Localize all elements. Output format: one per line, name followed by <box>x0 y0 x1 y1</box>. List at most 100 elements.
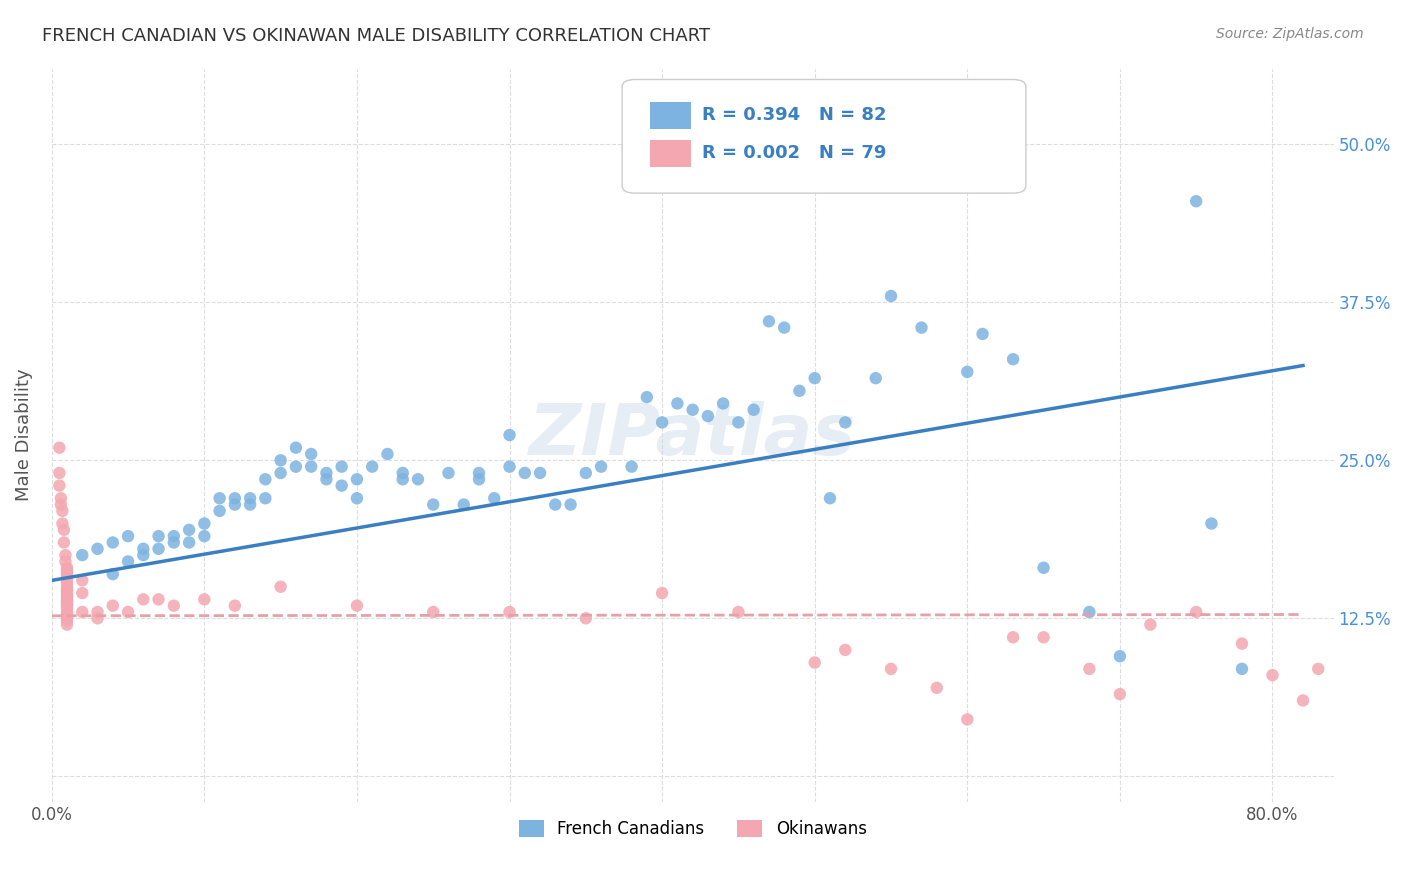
Point <box>422 605 444 619</box>
Point <box>56 598 79 612</box>
Point <box>56 565 79 579</box>
Point <box>1078 605 1101 619</box>
Point <box>1109 649 1132 664</box>
Point <box>56 582 79 597</box>
Point <box>437 466 460 480</box>
Point <box>177 535 200 549</box>
Point <box>56 567 79 582</box>
Point <box>330 459 353 474</box>
FancyBboxPatch shape <box>621 79 1026 194</box>
Point <box>56 560 79 574</box>
Point <box>72 605 94 619</box>
Point <box>239 491 262 506</box>
Point <box>49 498 72 512</box>
Text: Source: ZipAtlas.com: Source: ZipAtlas.com <box>1216 27 1364 41</box>
Point <box>498 459 520 474</box>
Point <box>803 371 825 385</box>
Point <box>880 662 903 676</box>
Point <box>56 605 79 619</box>
Point <box>56 576 79 591</box>
Point <box>575 611 598 625</box>
Point <box>773 320 796 334</box>
Point <box>193 516 215 531</box>
Point <box>1368 668 1391 682</box>
Point <box>208 504 231 518</box>
Point <box>1230 662 1253 676</box>
Point <box>727 416 749 430</box>
Point <box>1261 668 1284 682</box>
Point <box>163 529 186 543</box>
Point <box>682 402 704 417</box>
Point <box>56 569 79 583</box>
Point <box>56 601 79 615</box>
Legend: French Canadians, Okinawans: French Canadians, Okinawans <box>512 813 873 845</box>
Point <box>956 713 979 727</box>
Point <box>299 447 322 461</box>
Point <box>1185 194 1208 209</box>
Point <box>834 643 856 657</box>
Point <box>758 314 780 328</box>
Point <box>1201 516 1223 531</box>
Point <box>148 541 170 556</box>
Point <box>651 416 673 430</box>
Point <box>315 472 337 486</box>
Point <box>1032 630 1054 644</box>
Point <box>591 459 613 474</box>
Point <box>330 478 353 492</box>
Point <box>880 289 903 303</box>
Point <box>1002 630 1025 644</box>
Point <box>101 567 124 582</box>
Point <box>910 320 932 334</box>
Point <box>72 586 94 600</box>
Point <box>132 541 155 556</box>
Point <box>224 599 246 613</box>
Point <box>86 611 108 625</box>
Point <box>56 596 79 610</box>
Point <box>270 453 292 467</box>
Point <box>56 583 79 598</box>
Point <box>711 396 734 410</box>
Point <box>163 599 186 613</box>
Point <box>51 504 73 518</box>
Point <box>1292 693 1315 707</box>
Point <box>117 554 139 568</box>
Point <box>208 491 231 506</box>
Text: R = 0.002   N = 79: R = 0.002 N = 79 <box>702 144 886 161</box>
Point <box>484 491 506 506</box>
Point <box>575 466 598 480</box>
Point <box>148 529 170 543</box>
Point <box>224 498 246 512</box>
Point <box>72 574 94 588</box>
Point <box>52 523 75 537</box>
Point <box>803 656 825 670</box>
Point <box>1032 560 1054 574</box>
Point <box>1230 637 1253 651</box>
Point <box>132 548 155 562</box>
Point <box>56 589 79 603</box>
Point <box>636 390 658 404</box>
Point <box>727 605 749 619</box>
Point <box>498 605 520 619</box>
Point <box>377 447 399 461</box>
Point <box>346 491 368 506</box>
Point <box>468 472 491 486</box>
Point <box>148 592 170 607</box>
Point <box>48 466 70 480</box>
Point <box>1139 617 1161 632</box>
Point <box>789 384 811 398</box>
Point <box>56 595 79 609</box>
Point <box>865 371 887 385</box>
Point <box>284 441 307 455</box>
FancyBboxPatch shape <box>651 140 692 168</box>
Point <box>270 580 292 594</box>
Point <box>51 516 73 531</box>
Y-axis label: Male Disability: Male Disability <box>15 368 32 501</box>
Point <box>284 459 307 474</box>
Point <box>422 498 444 512</box>
Point <box>117 605 139 619</box>
Point <box>346 599 368 613</box>
Point <box>270 466 292 480</box>
Point <box>453 498 475 512</box>
Point <box>925 681 948 695</box>
Point <box>468 466 491 480</box>
